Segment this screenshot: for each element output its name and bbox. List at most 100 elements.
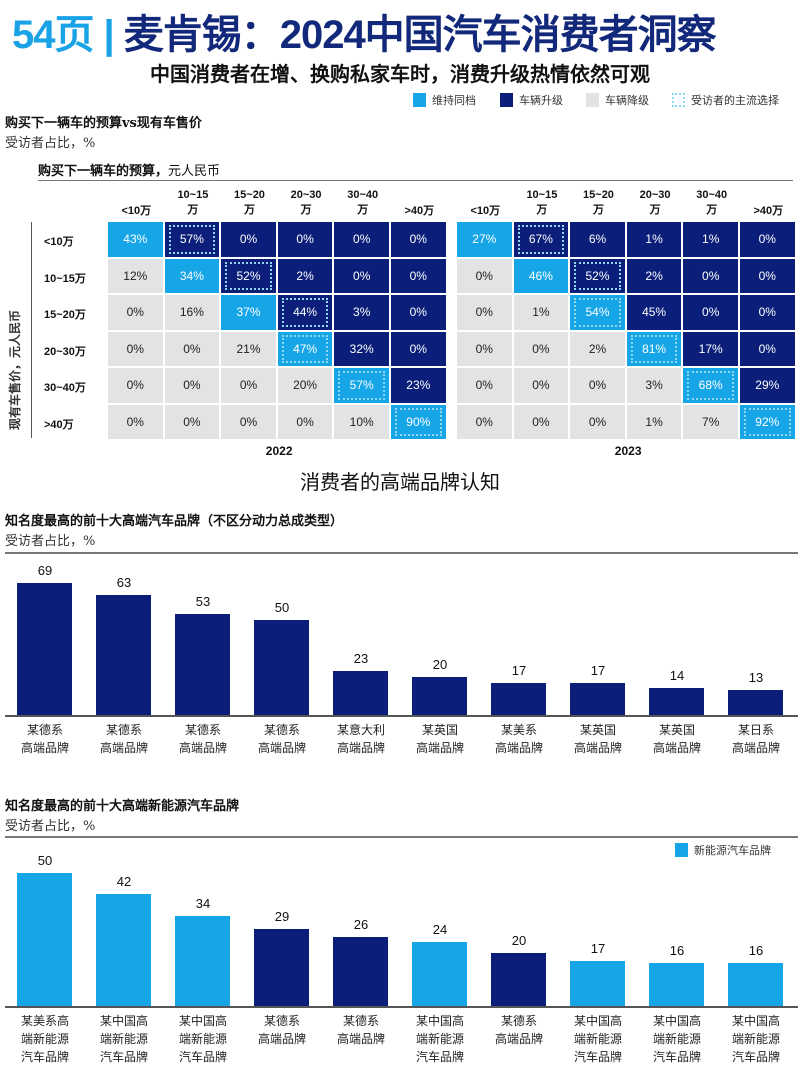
heatmap-cell: 0% — [164, 331, 220, 366]
bar — [649, 688, 704, 715]
bar-value-label: 16 — [748, 943, 764, 959]
heatmap-cell: 0% — [570, 368, 625, 403]
heatmap-cell: 52% — [570, 258, 625, 293]
bar-value-label: 17 — [590, 940, 606, 956]
bar — [96, 894, 151, 1006]
heatmap-cell: 0% — [391, 331, 446, 366]
heatmap-cell: 17% — [683, 331, 738, 366]
heatmap-cell: 0% — [277, 404, 333, 439]
row-header: 30~40万 — [44, 382, 86, 394]
bar-value-label: 50 — [274, 599, 290, 615]
column-header: 30~40 万 — [347, 189, 379, 216]
column-header: 30~40 万 — [696, 189, 728, 216]
budget-label: 购买下一辆车的预算，元人民币 — [38, 160, 220, 179]
heatmap-cell: 0% — [391, 295, 446, 330]
chart1-title: 知名度最高的前十大高端汽车品牌（不区分动力总成类型） — [5, 514, 344, 529]
bar-value-label: 53 — [195, 593, 211, 609]
bar-value-label: 14 — [669, 668, 685, 684]
chart2-subtitle: 受访者占比，% — [5, 819, 96, 834]
year-label: 2023 — [614, 444, 642, 458]
heatmap-cell: 45% — [626, 295, 682, 330]
bar-value-label: 23 — [353, 651, 369, 667]
heatmap-cell: 0% — [740, 331, 795, 366]
heatmap-cell: 0% — [570, 404, 625, 439]
column-header: 10~15 万 — [177, 189, 209, 216]
heatmap-cell: 2% — [570, 331, 625, 366]
y-axis-label: 现有车售价，元人民币 — [8, 309, 22, 430]
category-label: 某中国高 端新能源 汽车品牌 — [573, 1014, 622, 1064]
bar-value-label: 20 — [511, 932, 527, 948]
bar-value-label: 50 — [37, 853, 53, 868]
bar — [96, 594, 151, 715]
heatmap-cell: 0% — [221, 222, 276, 257]
heatmap-cell: 0% — [108, 404, 163, 439]
legend-item-downgrade: 车辆降级 — [586, 92, 649, 108]
bar-value-label: 26 — [353, 916, 369, 932]
heatmap-cell: 0% — [457, 404, 512, 439]
bar-value-label: 69 — [37, 563, 53, 579]
legend-label: 新能源汽车品牌 — [694, 844, 771, 857]
heatmap-cell: 0% — [513, 404, 569, 439]
bar — [491, 682, 546, 715]
heatmap-cell: 0% — [334, 258, 389, 293]
category-label: 某德系 高端品牌 — [178, 723, 227, 755]
category-label: 某中国高 端新能源 汽车品牌 — [415, 1014, 464, 1064]
heatmap-cell: 0% — [221, 368, 276, 403]
heatmap-cell: 46% — [513, 258, 569, 293]
heatmap-cell: 0% — [108, 295, 163, 330]
legend-item-same: 维持同档 — [413, 92, 476, 108]
page-title: 54页 | 麦肯锡：2024中国汽车消费者洞察 — [12, 2, 717, 60]
legend-item-mainstream: 受访者的主流选择 — [672, 92, 779, 108]
heatmap-cell: 6% — [570, 222, 625, 257]
bar — [412, 942, 467, 1006]
section-subtitle: 受访者占比，% — [5, 136, 96, 151]
heatmap-cell: 21% — [221, 331, 276, 366]
category-label: 某德系 高端品牌 — [99, 723, 148, 755]
bar — [175, 613, 230, 715]
bar-value-label: 63 — [116, 574, 132, 590]
heatmap-cell: 0% — [513, 331, 569, 366]
heatmap-cell: 57% — [164, 222, 220, 257]
divider — [5, 836, 798, 838]
category-label: 某英国 高端品牌 — [415, 723, 464, 755]
bar — [728, 690, 783, 715]
category-label: 某德系 高端品牌 — [20, 723, 69, 755]
legend-swatch — [500, 93, 513, 107]
bar-value-label: 20 — [432, 656, 448, 672]
page-subtitle: 中国消费者在增、换购私家车时，消费升级热情依然可观 — [150, 62, 650, 86]
column-header: <10万 — [121, 205, 152, 217]
category-label: 某德系 高端品牌 — [336, 1014, 385, 1046]
heatmap-cell: 10% — [334, 404, 389, 439]
heatmap-cell: 7% — [683, 404, 738, 439]
chart1-subtitle: 受访者占比，% — [5, 534, 96, 549]
heatmap-cell: 16% — [164, 295, 220, 330]
heatmap-cell: 44% — [277, 295, 333, 330]
row-header: <10万 — [44, 236, 74, 248]
heatmap-cell: 0% — [740, 258, 795, 293]
bar-value-label: 17 — [511, 662, 527, 678]
heatmap-cell: 0% — [740, 222, 795, 257]
bar-value-label: 16 — [669, 943, 685, 959]
bar — [649, 963, 704, 1006]
legend-label: 维持同档 — [432, 94, 476, 107]
legend-swatch — [586, 93, 599, 107]
heatmap-cell: 47% — [277, 331, 333, 366]
divider — [38, 180, 793, 181]
heatmap-cell: 0% — [683, 295, 738, 330]
heatmap-cell: 0% — [164, 404, 220, 439]
heatmap-cell: 0% — [391, 222, 446, 257]
x-axis — [5, 715, 798, 717]
heatmap-cell: 37% — [221, 295, 276, 330]
category-label: 某英国 高端品牌 — [573, 723, 622, 755]
heatmap-cell: 1% — [626, 222, 682, 257]
heatmap-cell: 23% — [391, 368, 446, 403]
budget-label-text: 购买下一辆车的预算， — [38, 164, 169, 179]
heatmap-cell: 0% — [457, 258, 512, 293]
heatmap-cell: 0% — [740, 295, 795, 330]
column-header: 15~20 万 — [583, 189, 614, 216]
heatmap-cell: 68% — [683, 368, 738, 403]
bar — [728, 963, 783, 1006]
category-label: 某英国 高端品牌 — [652, 723, 701, 755]
chart2-legend: 新能源汽车品牌 — [675, 842, 771, 858]
